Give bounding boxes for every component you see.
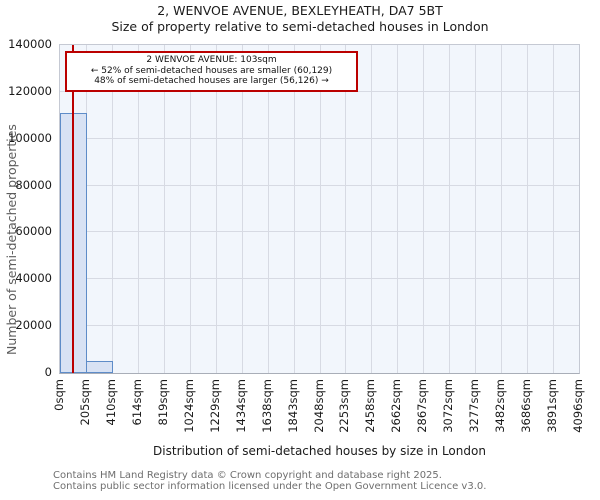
horizontal-gridline	[60, 137, 579, 139]
vertical-gridline	[553, 45, 555, 373]
x-tick-label: 205sqm	[77, 379, 92, 426]
y-tick-label: 100000	[8, 130, 52, 145]
vertical-gridline	[215, 45, 217, 373]
x-tick-label: 1843sqm	[285, 379, 300, 433]
chart-subtitle: Size of property relative to semi-detach…	[111, 19, 489, 34]
vertical-gridline	[293, 45, 295, 373]
x-tick-label: 3891sqm	[545, 379, 560, 433]
x-tick-label: 410sqm	[103, 379, 118, 426]
y-tick-label: 80000	[15, 177, 52, 192]
x-tick-label: 2253sqm	[337, 379, 352, 433]
vertical-gridline	[345, 45, 347, 373]
x-tick-label: 1024sqm	[181, 379, 196, 433]
vertical-gridline	[189, 45, 191, 373]
horizontal-gridline	[60, 325, 579, 327]
horizontal-gridline	[60, 184, 579, 186]
x-tick-label: 2867sqm	[415, 379, 430, 433]
x-tick-label: 3686sqm	[519, 379, 534, 433]
vertical-gridline	[319, 45, 321, 373]
vertical-gridline	[137, 45, 139, 373]
x-tick-label: 3482sqm	[493, 379, 508, 433]
y-axis-ticks: 0 20000 40000 60000 80000 100000 120000 140000	[0, 37, 52, 379]
x-tick-label: 3072sqm	[441, 379, 456, 433]
annotation-smaller-line: ← 52% of semi-detached houses are smalle…	[90, 65, 333, 76]
annotation-property-line: 2 WENVOE AVENUE: 103sqm	[146, 55, 277, 65]
annotation-larger-line: 48% of semi-detached houses are larger (…	[94, 76, 329, 86]
x-axis-ticks: 0sqm 205sqm 410sqm 614sqm 819sqm 1024sqm 1229s…	[52, 379, 585, 441]
vertical-gridline	[501, 45, 503, 373]
footer: Contains HM Land Registry data © Crown c…	[53, 470, 487, 492]
x-tick-label: 1638sqm	[259, 379, 274, 433]
x-tick-label: 2048sqm	[311, 379, 326, 433]
y-tick-label: 140000	[8, 37, 52, 51]
vertical-gridline	[397, 45, 399, 373]
vertical-gridline	[111, 45, 113, 373]
property-size-marker-line	[72, 45, 75, 373]
annotation-box: 2 WENVOE AVENUE: 103sqm ← 52% of semi-de…	[65, 51, 358, 92]
x-tick-label: 0sqm	[52, 379, 66, 411]
y-tick-label: 60000	[15, 224, 52, 239]
footer-line-1: Contains HM Land Registry data © Crown c…	[53, 470, 442, 481]
horizontal-gridline	[60, 278, 579, 280]
vertical-gridline	[527, 45, 529, 373]
vertical-gridline	[241, 45, 243, 373]
vertical-gridline	[475, 45, 477, 373]
vertical-gridline	[449, 45, 451, 373]
histogram-bar	[85, 361, 113, 373]
x-tick-label: 4096sqm	[571, 379, 585, 433]
y-tick-label: 20000	[15, 318, 52, 333]
plot-area: 2 WENVOE AVENUE: 103sqm ← 52% of semi-de…	[59, 44, 580, 374]
y-tick-label: 0	[44, 365, 52, 379]
y-tick-label: 40000	[15, 271, 52, 286]
x-tick-label: 614sqm	[129, 379, 144, 426]
vertical-gridline	[371, 45, 373, 373]
x-tick-label: 3277sqm	[467, 379, 482, 433]
chart-title: 2, WENVOE AVENUE, BEXLEYHEATH, DA7 5BT	[157, 3, 443, 18]
x-axis-label: Distribution of semi-detached houses by …	[153, 444, 486, 458]
x-tick-label: 1434sqm	[233, 379, 248, 433]
x-tick-label: 819sqm	[155, 379, 170, 426]
y-tick-label: 120000	[8, 83, 52, 98]
x-tick-label: 2662sqm	[389, 379, 404, 433]
x-tick-label: 2458sqm	[363, 379, 378, 433]
vertical-gridline	[267, 45, 269, 373]
vertical-gridline	[423, 45, 425, 373]
vertical-gridline	[163, 45, 165, 373]
x-tick-label: 1229sqm	[207, 379, 222, 433]
footer-line-2: Contains public sector information licen…	[53, 480, 487, 492]
horizontal-gridline	[60, 231, 579, 233]
